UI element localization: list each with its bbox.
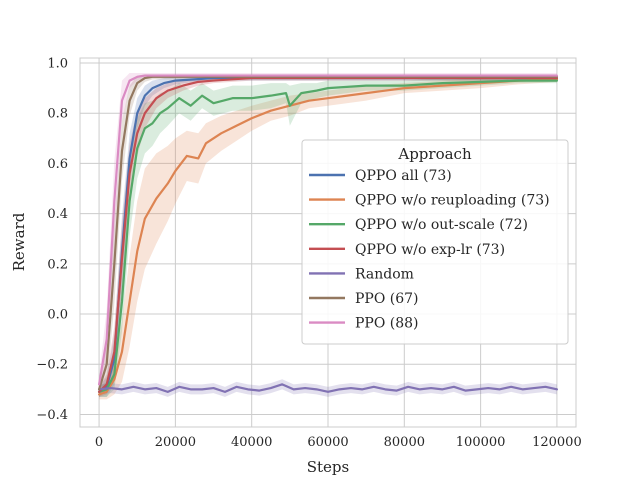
legend-entry-label: PPO (67) — [355, 291, 419, 307]
x-tick-label: 40000 — [231, 435, 272, 450]
legend-entry-label: PPO (88) — [355, 316, 419, 332]
legend-entry-label: QPPO all (73) — [355, 168, 452, 184]
series-line — [97, 75, 559, 391]
x-tick-label: 100000 — [456, 435, 506, 450]
x-tick-label: 20000 — [155, 435, 196, 450]
legend-entry-label: QPPO w/o out-scale (72) — [355, 217, 528, 233]
plot-frame — [79, 57, 577, 428]
legend-title: Approach — [397, 145, 472, 163]
legend-entry-label: Random — [355, 266, 414, 282]
series-line — [97, 79, 559, 393]
y-tick-label: −0.4 — [36, 408, 68, 423]
legend-box — [301, 139, 569, 345]
x-tick-label: 80000 — [384, 435, 425, 450]
y-axis-label: Reward — [10, 212, 28, 271]
series-line — [97, 78, 559, 396]
series-line — [97, 383, 559, 393]
series-band — [99, 379, 557, 397]
legend-entry-label: QPPO w/o exp-lr (73) — [355, 242, 505, 258]
series-lines — [97, 74, 559, 396]
y-tick-label: 0.2 — [47, 257, 68, 272]
x-tick-label: 60000 — [307, 435, 348, 450]
y-tick-label: 0.0 — [47, 308, 68, 323]
x-tick-label: 0 — [95, 435, 103, 450]
legend: Approach QPPO all (73) QPPO w/o reuploadi… — [301, 139, 569, 345]
y-tick-labels: −0.4 −0.2 0.0 0.2 0.4 0.6 0.8 1.0 — [36, 57, 68, 423]
y-tick-label: 0.4 — [47, 207, 68, 222]
legend-items: QPPO all (73) QPPO w/o reuploading (73) QP… — [309, 168, 550, 332]
series-band — [99, 75, 557, 397]
series-line — [97, 74, 559, 386]
y-tick-label: 0.8 — [47, 107, 68, 122]
x-tick-label: 120000 — [532, 435, 582, 450]
series-line — [97, 76, 559, 393]
y-tick-label: 1.0 — [47, 57, 68, 72]
y-tick-label: 0.6 — [47, 157, 68, 172]
series-band — [99, 78, 557, 397]
x-tick-labels: 0 20000 40000 60000 80000 100000 120000 — [95, 435, 582, 450]
y-tick-label: −0.2 — [36, 358, 68, 373]
legend-entry-label: QPPO w/o reuploading (73) — [355, 193, 550, 209]
confidence-bands — [99, 73, 557, 400]
x-axis-label: Steps — [307, 458, 349, 476]
